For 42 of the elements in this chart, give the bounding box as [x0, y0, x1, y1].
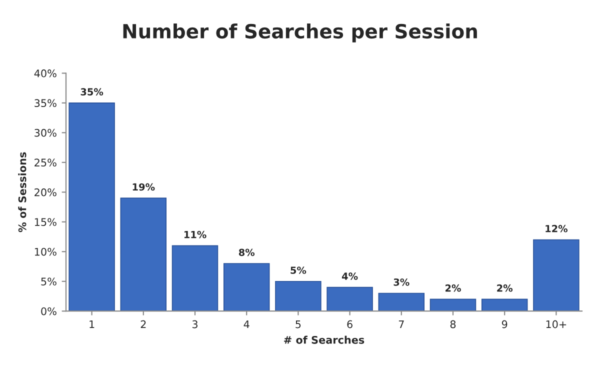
y-tick-label: 20% — [34, 188, 56, 196]
x-tick-label: 3 — [192, 320, 198, 328]
data-label: 8% — [238, 248, 255, 256]
data-label: 11% — [184, 230, 206, 238]
bar — [275, 280, 322, 312]
data-label: 2% — [497, 284, 513, 292]
bar — [378, 292, 425, 312]
y-tick-label: 5% — [41, 278, 56, 286]
x-tick-label: 6 — [347, 320, 352, 328]
bar — [326, 286, 373, 312]
data-label: 35% — [80, 88, 104, 96]
bar — [223, 263, 270, 312]
x-tick-label: 2 — [140, 320, 146, 328]
x-axis-title: # of Searches — [284, 336, 364, 344]
y-tick-label: 0% — [41, 307, 56, 316]
x-tick-label: 9 — [502, 320, 508, 328]
data-label: 5% — [290, 266, 306, 274]
y-tick-label: 40% — [34, 69, 56, 78]
data-label: 4% — [342, 272, 358, 280]
y-tick-label: 10% — [34, 248, 56, 256]
data-label: 19% — [132, 183, 155, 191]
y-tick-label: 30% — [34, 128, 56, 137]
x-tick-label: 8 — [450, 320, 456, 328]
x-tick-label: 10+ — [546, 320, 566, 328]
x-tick-label: 5 — [296, 320, 301, 328]
y-tick-label: 15% — [34, 218, 56, 226]
data-label: 2% — [446, 284, 461, 292]
bar — [430, 298, 476, 312]
bar — [533, 239, 580, 312]
data-label: 3% — [394, 278, 410, 286]
data-label: 12% — [546, 224, 568, 232]
y-tick-label: 25% — [34, 158, 56, 167]
x-tick-label: 1 — [90, 320, 94, 328]
x-tick-label: 7 — [398, 320, 404, 328]
y-axis-title: % of Sessions — [18, 152, 26, 232]
bar — [120, 198, 167, 312]
chart-title: Number of Searches per Session — [123, 24, 477, 42]
y-tick-label: 35% — [34, 99, 56, 108]
bar — [481, 298, 528, 312]
bar — [172, 245, 218, 312]
x-tick-label: 4 — [244, 320, 250, 328]
bar — [68, 102, 115, 312]
